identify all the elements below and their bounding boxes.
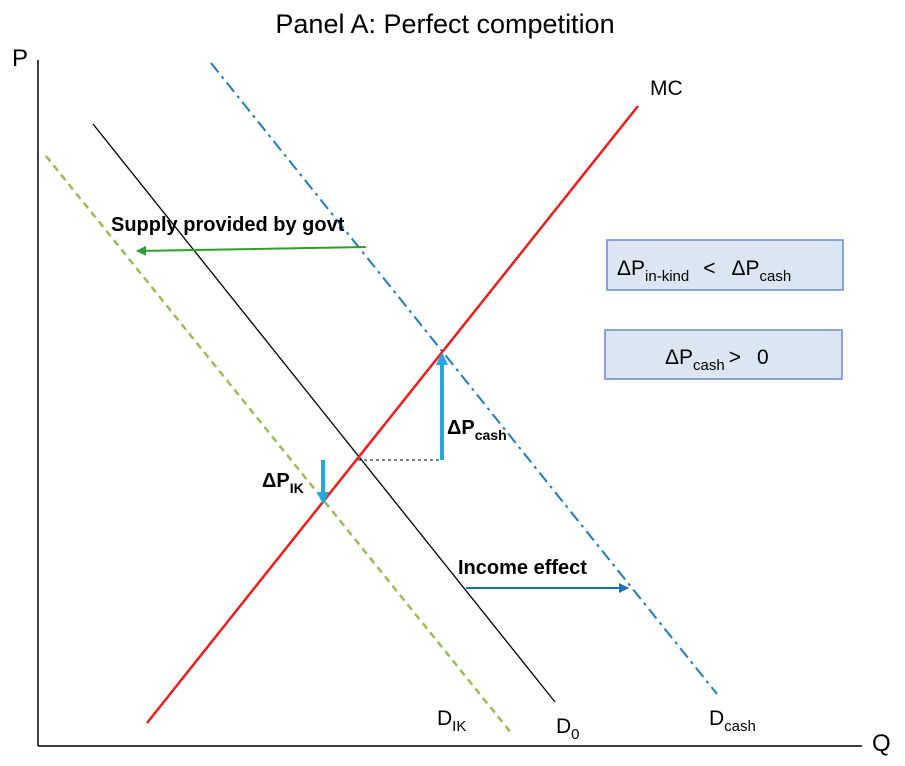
d0-label-main: D bbox=[556, 715, 571, 738]
comparison-box-cash bbox=[604, 329, 843, 380]
demand-cash-curve bbox=[210, 62, 718, 695]
box1-text: ΔPin-kind < ΔPcash bbox=[617, 257, 791, 285]
box1-right-sub: cash bbox=[760, 268, 792, 285]
box2-op: > bbox=[729, 346, 741, 369]
income-effect-text: Income effect bbox=[458, 557, 587, 579]
dcash-label: Dcash bbox=[709, 707, 756, 735]
dik-label-sub: IK bbox=[452, 718, 466, 735]
dcash-label-sub: cash bbox=[724, 718, 756, 735]
marginal-cost-curve bbox=[146, 105, 639, 724]
box2-text: ΔPcash >0 bbox=[665, 346, 769, 374]
y-axis-label: P bbox=[12, 45, 28, 72]
box2-value: 0 bbox=[757, 346, 769, 369]
delta-p-ik-sub: IK bbox=[290, 480, 304, 496]
delta-p-ik-text: ΔPIK bbox=[262, 470, 304, 496]
supply-govt-arrow bbox=[136, 245, 367, 256]
supply-govt-text: Supply provided by govt bbox=[111, 214, 345, 236]
box1-right-main: ΔP bbox=[732, 257, 760, 280]
x-axis-label: Q bbox=[872, 730, 891, 757]
delta-p-ik-main: ΔP bbox=[262, 470, 290, 492]
chart-title: Panel A: Perfect competition bbox=[275, 9, 614, 39]
dcash-label-main: D bbox=[709, 707, 724, 730]
box2-main: ΔP bbox=[665, 346, 693, 369]
dik-label-main: D bbox=[437, 707, 452, 730]
dik-label: DIK bbox=[437, 707, 466, 735]
delta-p-cash-text: ΔPcash bbox=[447, 417, 507, 443]
box1-left-main: ΔP bbox=[617, 257, 645, 280]
delta-p-cash-sub: cash bbox=[475, 427, 507, 443]
demand-in-kind-curve bbox=[45, 155, 513, 735]
d0-label-sub: 0 bbox=[571, 726, 579, 743]
box1-op: < bbox=[703, 257, 715, 280]
mc-label: MC bbox=[650, 77, 683, 100]
box1-left-sub: in-kind bbox=[645, 268, 689, 285]
comparison-box-in-kind bbox=[606, 239, 844, 291]
d0-label: D0 bbox=[556, 715, 580, 743]
demand-original-curve bbox=[92, 123, 556, 703]
delta-p-cash-main: ΔP bbox=[447, 417, 475, 439]
box2-sub: cash bbox=[693, 357, 725, 374]
